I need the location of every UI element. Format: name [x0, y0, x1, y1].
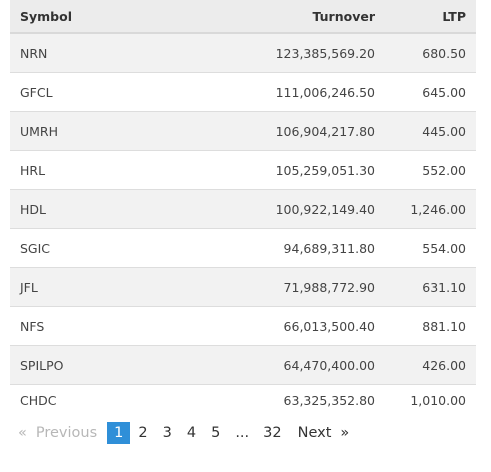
cell-ltp: 552.00	[385, 150, 476, 190]
cell-symbol: SGIC	[10, 228, 160, 268]
table-row: HRL 105,259,051.30 552.00	[10, 150, 476, 190]
table-row: NFS 66,013,500.40 881.10	[10, 306, 476, 346]
header-symbol[interactable]: Symbol	[10, 0, 160, 34]
table-row: SGIC 94,689,311.80 554.00	[10, 228, 476, 268]
table-row: UMRH 106,904,217.80 445.00	[10, 111, 476, 151]
cell-symbol: GFCL	[10, 72, 160, 112]
header-turnover[interactable]: Turnover	[160, 0, 385, 34]
next-button[interactable]: Next »	[298, 425, 350, 441]
cell-symbol: SPILPO	[10, 345, 160, 385]
pagination: « Previous 1 2 3 4 5 ... 32 Next »	[18, 422, 349, 444]
table-row: NRN 123,385,569.20 680.50	[10, 33, 476, 73]
cell-symbol: CHDC	[20, 392, 57, 408]
cell-turnover: 105,259,051.30	[160, 150, 385, 190]
cell-ltp: 445.00	[385, 111, 476, 151]
cell-turnover: 66,013,500.40	[160, 306, 385, 346]
double-chevron-right-icon: »	[340, 425, 350, 441]
page-4-button[interactable]: 4	[186, 425, 197, 441]
table-row: HDL 100,922,149.40 1,246.00	[10, 189, 476, 229]
cell-symbol: UMRH	[10, 111, 160, 151]
turnover-table: Symbol Turnover LTP NRN 123,385,569.20 6…	[10, 0, 476, 415]
cell-turnover: 100,922,149.40	[160, 189, 385, 229]
header-ltp[interactable]: LTP	[385, 0, 476, 34]
cell-turnover: 71,988,772.90	[160, 267, 385, 307]
cell-ltp: 554.00	[385, 228, 476, 268]
cell-symbol: HRL	[10, 150, 160, 190]
cell-ltp: 881.10	[385, 306, 476, 346]
cell-ltp: 645.00	[385, 72, 476, 112]
previous-label: Previous	[35, 425, 98, 441]
table-row: GFCL 111,006,246.50 645.00	[10, 72, 476, 112]
cell-symbol: NRN	[10, 33, 160, 73]
cell-turnover: 63,325,352.80	[283, 392, 375, 408]
table-header-row: Symbol Turnover LTP	[10, 0, 476, 34]
table-row: SPILPO 64,470,400.00 426.00	[10, 345, 476, 385]
cell-symbol: HDL	[10, 189, 160, 229]
next-label: Next	[297, 425, 332, 441]
table-row: CHDC 63,325,352.80 1,010.00	[10, 385, 476, 416]
cell-symbol: NFS	[10, 306, 160, 346]
cell-ltp: 631.10	[385, 267, 476, 307]
cell-ltp: 680.50	[385, 33, 476, 73]
pagination-ellipsis: ...	[235, 425, 250, 441]
cell-ltp: 426.00	[385, 345, 476, 385]
cell-turnover: 123,385,569.20	[160, 33, 385, 73]
page-2-button[interactable]: 2	[138, 425, 148, 441]
page-32-button[interactable]: 32	[263, 425, 282, 441]
page-3-button[interactable]: 3	[162, 425, 172, 441]
cell-turnover: 64,470,400.00	[160, 345, 385, 385]
cell-ltp: 1,246.00	[385, 189, 476, 229]
cell-turnover: 111,006,246.50	[160, 72, 385, 112]
table-row: JFL 71,988,772.90 631.10	[10, 267, 476, 307]
page-1-button[interactable]: 1	[107, 422, 131, 444]
cell-ltp: 1,010.00	[410, 392, 466, 408]
page-5-button[interactable]: 5	[211, 425, 221, 441]
turnover-table-container: Symbol Turnover LTP NRN 123,385,569.20 6…	[10, 0, 476, 415]
double-chevron-left-icon: «	[18, 425, 27, 441]
cell-turnover: 106,904,217.80	[160, 111, 385, 151]
cell-turnover: 94,689,311.80	[160, 228, 385, 268]
previous-button[interactable]: « Previous	[18, 425, 97, 441]
cell-symbol: JFL	[10, 267, 160, 307]
